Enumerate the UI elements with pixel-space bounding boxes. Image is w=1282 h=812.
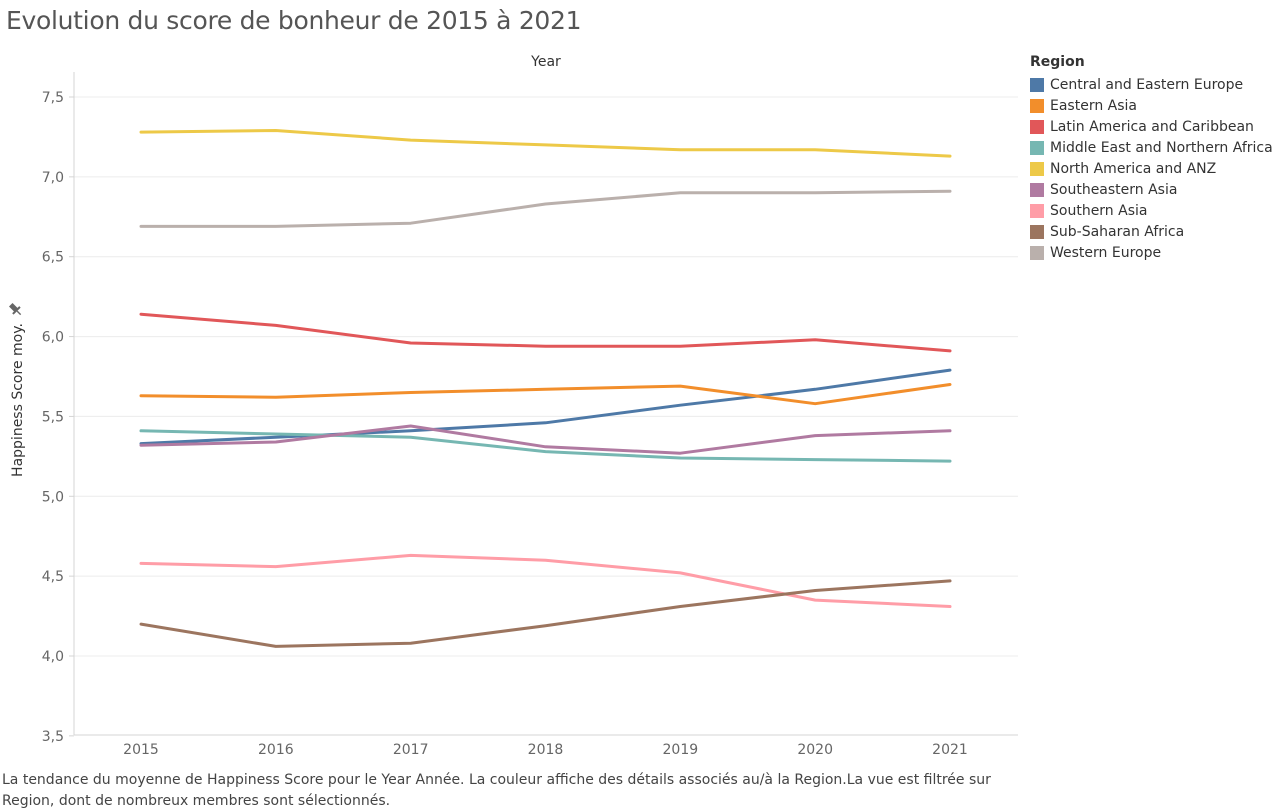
legend-swatch <box>1030 140 1044 155</box>
legend-item-eastern-asia[interactable]: Eastern Asia <box>1030 95 1273 116</box>
y-tick-label: 7,0 <box>42 170 64 186</box>
y-axis-ticks: 3,5 4,0 4,5 5,0 5,5 6,0 6,5 7,0 7,5 <box>42 90 74 745</box>
series-line-eastern-asia[interactable] <box>139 383 952 406</box>
series-line-central-and-eastern-europe[interactable] <box>139 368 952 446</box>
series-line-middle-east-and-northern-africa[interactable] <box>139 429 952 463</box>
series-line-southern-asia[interactable] <box>139 553 952 608</box>
legend-swatch <box>1030 182 1044 197</box>
y-tick-label: 5,5 <box>42 409 64 425</box>
legend-item-middle-east-and-northern-africa[interactable]: Middle East and Northern Africa <box>1030 137 1273 158</box>
gridlines <box>74 96 1018 657</box>
caption: La tendance du moyenne de Happiness Scor… <box>2 772 991 809</box>
x-tick-label: 2021 <box>932 742 968 758</box>
legend-swatch <box>1030 245 1044 260</box>
legend-label: Southern Asia <box>1050 202 1148 219</box>
series-lines[interactable] <box>139 129 952 648</box>
legend: Region Central and Eastern Europe Eastern… <box>1030 54 1273 263</box>
x-tick-label: 2016 <box>258 742 294 758</box>
legend-label: Sub-Saharan Africa <box>1050 223 1185 240</box>
series-line-sub-saharan-africa[interactable] <box>139 579 952 648</box>
legend-swatch <box>1030 119 1044 134</box>
legend-item-central-and-eastern-europe[interactable]: Central and Eastern Europe <box>1030 74 1273 95</box>
legend-label: Latin America and Caribbean <box>1050 118 1254 135</box>
legend-item-southern-asia[interactable]: Southern Asia <box>1030 200 1273 221</box>
legend-items: Central and Eastern Europe Eastern Asia La… <box>1030 74 1273 263</box>
legend-swatch <box>1030 161 1044 176</box>
y-tick-label: 5,0 <box>42 489 64 505</box>
axes <box>73 72 1018 736</box>
legend-label: Western Europe <box>1050 244 1162 261</box>
x-tick-label: 2020 <box>797 742 833 758</box>
y-tick-label: 7,5 <box>42 90 64 106</box>
series-line-latin-america-and-caribbean[interactable] <box>139 312 952 353</box>
y-tick-label: 6,0 <box>42 330 64 346</box>
series-line-north-america-and-anz[interactable] <box>139 129 952 158</box>
legend-swatch <box>1030 203 1044 218</box>
y-axis-label: Happiness Score moy. <box>10 323 26 477</box>
y-tick-label: 3,5 <box>42 729 64 745</box>
legend-title: Region <box>1030 54 1085 70</box>
x-tick-label: 2015 <box>123 742 159 758</box>
y-tick-label: 4,0 <box>42 649 64 665</box>
x-axis-label: Year <box>530 54 561 70</box>
series-line-western-europe[interactable] <box>139 189 952 228</box>
legend-swatch <box>1030 224 1044 239</box>
x-tick-label: 2019 <box>663 742 699 758</box>
y-tick-label: 6,5 <box>42 250 64 266</box>
chart-title: Evolution du score de bonheur de 2015 à … <box>6 6 582 35</box>
x-tick-label: 2017 <box>393 742 429 758</box>
legend-label: Southeastern Asia <box>1050 181 1178 198</box>
y-tick-label: 4,5 <box>42 569 64 585</box>
x-tick-label: 2018 <box>528 742 564 758</box>
legend-item-north-america-and-anz[interactable]: North America and ANZ <box>1030 158 1273 179</box>
series-line-southeastern-asia[interactable] <box>139 424 952 455</box>
pin-icon[interactable] <box>7 301 24 318</box>
legend-label: Eastern Asia <box>1050 97 1137 114</box>
legend-label: North America and ANZ <box>1050 160 1217 177</box>
legend-item-sub-saharan-africa[interactable]: Sub-Saharan Africa <box>1030 221 1273 242</box>
legend-item-southeastern-asia[interactable]: Southeastern Asia <box>1030 179 1273 200</box>
legend-label: Central and Eastern Europe <box>1050 76 1244 93</box>
legend-label: Middle East and Northern Africa <box>1050 139 1273 156</box>
legend-item-latin-america-and-caribbean[interactable]: Latin America and Caribbean <box>1030 116 1273 137</box>
legend-swatch <box>1030 77 1044 92</box>
y-axis-label-group: Happiness Score moy. <box>7 301 26 477</box>
legend-item-western-europe[interactable]: Western Europe <box>1030 242 1273 263</box>
legend-swatch <box>1030 98 1044 113</box>
x-axis-ticks: 2015 2016 2017 2018 2019 2020 2021 <box>123 742 968 758</box>
